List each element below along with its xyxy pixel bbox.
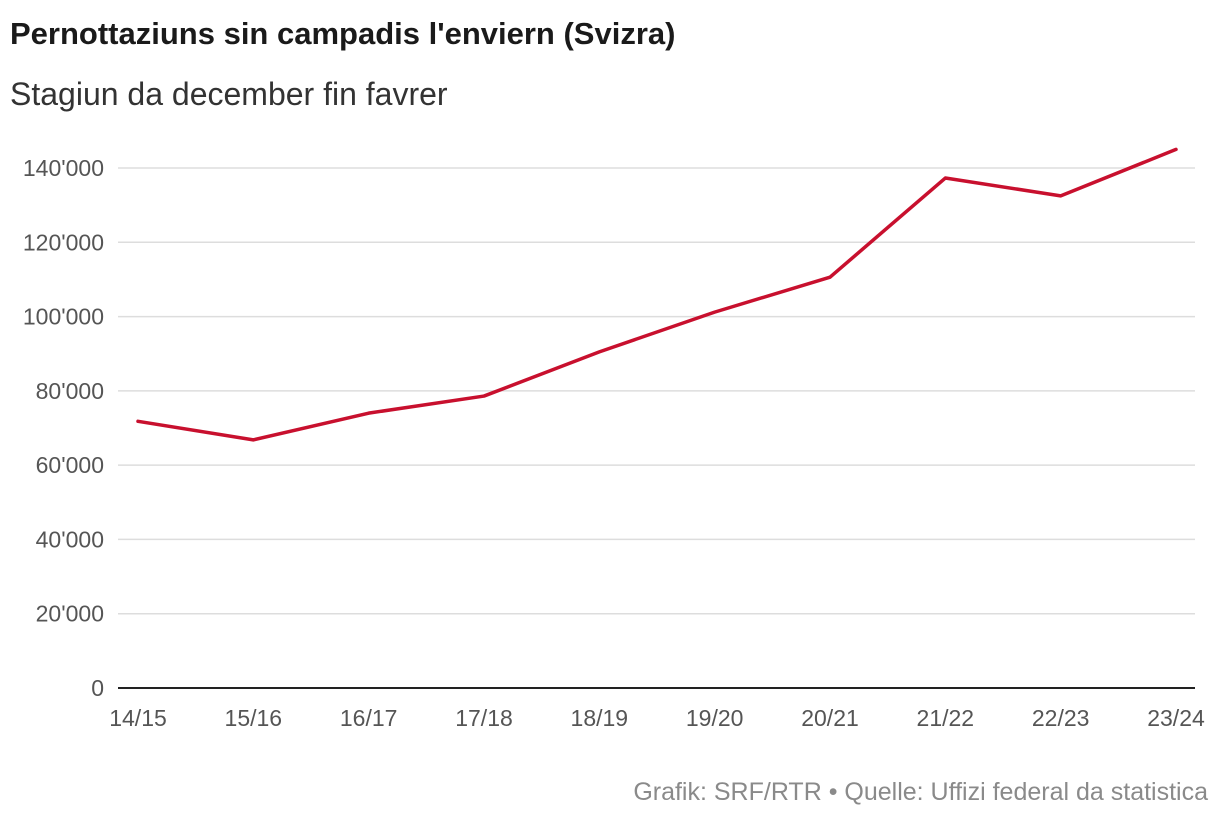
- x-tick-label: 18/19: [571, 705, 629, 731]
- x-tick-label: 22/23: [1032, 705, 1090, 731]
- x-tick-label: 21/22: [917, 705, 975, 731]
- y-tick-label: 60'000: [36, 452, 104, 478]
- chart-subtitle: Stagiun da december fin favrer: [10, 76, 448, 112]
- series-line: [136, 147, 1178, 442]
- y-tick-label: 40'000: [36, 526, 104, 552]
- x-tick-label: 20/21: [801, 705, 859, 731]
- x-tick-label: 16/17: [340, 705, 398, 731]
- y-tick-label: 80'000: [36, 378, 104, 404]
- x-tick-label: 23/24: [1147, 705, 1205, 731]
- y-tick-label: 100'000: [23, 304, 104, 330]
- y-tick-label: 20'000: [36, 601, 104, 627]
- source-note: Grafik: SRF/RTR • Quelle: Uffizi federal…: [633, 778, 1208, 806]
- x-tick-label: 14/15: [109, 705, 167, 731]
- y-tick-label: 0: [91, 675, 104, 701]
- x-tick-label: 17/18: [455, 705, 513, 731]
- y-tick-label: 140'000: [23, 155, 104, 181]
- x-tick-label: 19/20: [686, 705, 744, 731]
- chart-title: Pernottaziuns sin campadis l'enviern (Sv…: [10, 16, 676, 51]
- x-tick-label: 15/16: [225, 705, 283, 731]
- y-tick-label: 120'000: [23, 229, 104, 255]
